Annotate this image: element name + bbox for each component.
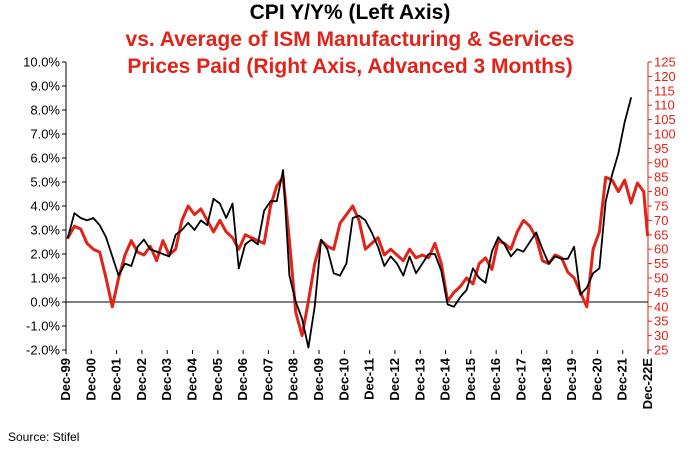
right-tick-label: 70 xyxy=(654,213,668,228)
left-tick-label: 9.0% xyxy=(30,79,60,94)
x-tick-label: Dec-22E xyxy=(640,358,655,410)
x-tick-label: Dec-03 xyxy=(159,358,174,401)
left-tick-label: 2.0% xyxy=(30,247,60,262)
right-tick-label: 110 xyxy=(654,98,675,113)
cpi-yoy-line xyxy=(67,97,632,349)
left-tick-label: 0.0% xyxy=(30,295,60,310)
left-tick-label: -1.0% xyxy=(26,319,60,334)
right-tick-label: 65 xyxy=(654,227,668,242)
x-tick-label: Dec-02 xyxy=(134,358,149,401)
left-tick-label: 3.0% xyxy=(30,223,60,238)
right-tick-label: 115 xyxy=(654,83,675,98)
x-tick-label: Dec-16 xyxy=(488,358,503,401)
left-tick-label: 4.0% xyxy=(30,199,60,214)
x-tick-label: Dec-08 xyxy=(286,358,301,401)
chart-subtitle-line1: vs. Average of ISM Manufacturing & Servi… xyxy=(125,28,575,51)
right-tick-label: 55 xyxy=(654,256,668,271)
x-tick-label: Dec-99 xyxy=(58,358,73,401)
right-tick-label: 105 xyxy=(654,112,676,127)
left-tick-label: 5.0% xyxy=(30,175,60,190)
left-tick-label: -2.0% xyxy=(26,343,60,358)
right-tick-label: 60 xyxy=(654,242,668,257)
left-tick-label: 6.0% xyxy=(30,151,60,166)
left-axis-ticks: -2.0% -1.0% 0.0% 1.0% 2.0% 3.0% 4.0% 5.0% 6.0% 7.… xyxy=(23,55,66,358)
x-tick-label: Dec-15 xyxy=(463,358,478,401)
axes xyxy=(65,62,649,350)
x-tick-label: Dec-06 xyxy=(235,358,250,401)
left-tick-label: 7.0% xyxy=(30,127,60,142)
x-tick-label: Dec-01 xyxy=(109,358,124,401)
x-tick-label: Dec-21 xyxy=(615,358,630,401)
x-tick-label: Dec-19 xyxy=(564,358,579,401)
x-tick-label: Dec-18 xyxy=(539,358,554,401)
x-tick-label: Dec-11 xyxy=(362,358,377,400)
x-tick-label: Dec-00 xyxy=(83,358,98,401)
x-axis-ticks: Dec-99 Dec-00 Dec-01 Dec-02 Dec-03 Dec-04 Dec-… xyxy=(58,350,655,409)
x-tick-label: Dec-13 xyxy=(412,358,427,401)
x-tick-label: Dec-17 xyxy=(513,358,528,401)
right-tick-label: 100 xyxy=(654,127,676,142)
x-tick-label: Dec-20 xyxy=(589,358,604,401)
x-tick-label: Dec-05 xyxy=(210,358,225,401)
right-tick-label: 125 xyxy=(654,55,676,70)
chart-title: CPI Y/Y% (Left Axis) xyxy=(249,1,451,24)
left-tick-label: 8.0% xyxy=(30,103,60,118)
right-tick-label: 25 xyxy=(654,343,668,358)
right-tick-label: 30 xyxy=(654,328,668,343)
source-note: Source: Stifel xyxy=(8,430,80,444)
x-tick-label: Dec-07 xyxy=(260,358,275,401)
right-tick-label: 40 xyxy=(654,299,668,314)
x-tick-label: Dec-12 xyxy=(387,358,402,401)
right-tick-label: 75 xyxy=(654,199,668,214)
x-tick-label: Dec-10 xyxy=(336,358,351,401)
right-tick-label: 120 xyxy=(654,69,676,84)
x-tick-label: Dec-14 xyxy=(438,357,453,400)
right-tick-label: 50 xyxy=(654,271,668,286)
right-axis-ticks: 2530354045505560657075808590951001051101… xyxy=(648,55,676,358)
x-tick-label: Dec-04 xyxy=(185,357,200,400)
x-tick-label: Dec-09 xyxy=(311,358,326,401)
ism-prices-paid-line xyxy=(66,175,649,338)
left-tick-label: 10.0% xyxy=(23,55,60,70)
series-lines xyxy=(66,97,649,349)
right-tick-label: 90 xyxy=(654,155,668,170)
right-tick-label: 45 xyxy=(654,285,668,300)
right-tick-label: 85 xyxy=(654,170,668,185)
chart-subtitle-line2: Prices Paid (Right Axis, Advanced 3 Mont… xyxy=(127,55,573,78)
left-tick-label: 1.0% xyxy=(30,271,60,286)
right-tick-label: 35 xyxy=(654,314,668,329)
right-tick-label: 80 xyxy=(654,184,668,199)
right-tick-label: 95 xyxy=(654,141,668,156)
